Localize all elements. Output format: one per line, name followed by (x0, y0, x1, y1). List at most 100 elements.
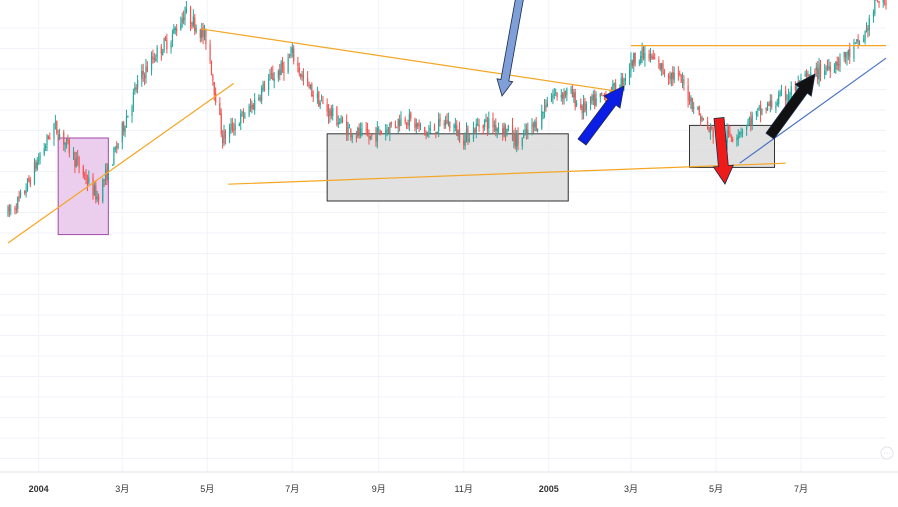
candle-up (497, 127, 498, 138)
candle-up (76, 152, 77, 168)
candle-down (678, 66, 679, 81)
candle-down (375, 127, 376, 147)
candle-up (541, 105, 542, 130)
candle-down (368, 129, 369, 144)
grid (0, 0, 886, 472)
candle-down (672, 66, 673, 86)
candle-down (495, 118, 496, 136)
candle-up (59, 129, 60, 140)
support-uptrend-2004[interactable] (8, 83, 234, 243)
candle-down (313, 90, 314, 102)
candle-down (885, 0, 886, 10)
black-up-arrow[interactable] (766, 74, 815, 139)
candle-up (20, 189, 21, 198)
candle-down (478, 119, 479, 132)
candle-down (515, 127, 516, 149)
candle-down (664, 69, 665, 77)
candle-up (339, 118, 340, 124)
candle-down (74, 152, 75, 173)
candle-up (825, 65, 826, 75)
candle-up (445, 116, 446, 129)
candle-down (817, 61, 818, 84)
candle-down (346, 114, 347, 141)
zone-consolidation-2005[interactable] (689, 125, 774, 167)
candle-up (332, 104, 333, 120)
candle-down (250, 98, 251, 112)
candle-up (377, 121, 378, 148)
candle-down (95, 181, 96, 204)
candle-down (689, 92, 690, 105)
candle-down (161, 44, 162, 61)
candle-up (775, 101, 776, 113)
candle-up (883, 0, 884, 8)
candle-down (388, 127, 389, 133)
candle-up (416, 119, 417, 134)
candle-up (586, 101, 587, 116)
candle-up (661, 63, 662, 76)
candle-up (427, 132, 428, 137)
candle-down (635, 52, 636, 66)
candle-down (24, 190, 25, 195)
x-tick-label: 5月 (709, 484, 723, 494)
candle-up (630, 52, 631, 77)
candle-down (279, 64, 280, 80)
zone-consolidation-2004[interactable] (327, 134, 568, 201)
candle-up (196, 24, 197, 33)
candle-down (211, 60, 212, 75)
candle-down (795, 81, 796, 92)
candle-down (435, 132, 436, 138)
candle-up (819, 58, 820, 86)
candle-up (566, 87, 567, 101)
candle-up (340, 115, 341, 124)
candle-down (147, 61, 148, 72)
candle-up (600, 93, 601, 102)
candle-up (593, 91, 594, 106)
candle-up (301, 71, 302, 81)
candle-down (877, 0, 878, 3)
candle-up (834, 63, 835, 73)
candle-down (410, 111, 411, 121)
candle-up (466, 122, 467, 142)
candle-up (310, 84, 311, 90)
candle-down (391, 121, 392, 127)
candle-down (845, 52, 846, 63)
candle-up (644, 45, 645, 66)
candle-up (839, 53, 840, 72)
candle-down (575, 89, 576, 111)
candle-up (242, 111, 243, 117)
candle-down (165, 36, 166, 41)
candle-down (327, 98, 328, 116)
candle-down (662, 60, 663, 75)
x-tick-label: 9月 (372, 484, 386, 494)
candle-up (749, 116, 750, 125)
candle-down (359, 123, 360, 138)
corner-widget[interactable]: ··· (881, 447, 893, 459)
candle-down (545, 99, 546, 111)
candle-up (292, 43, 293, 58)
x-tick-label: 7月 (285, 484, 299, 494)
candle-down (414, 118, 415, 132)
candle-down (405, 116, 406, 124)
candle-up (477, 118, 478, 126)
candle-up (251, 100, 252, 113)
candle-up (134, 82, 135, 95)
candle-up (863, 35, 864, 43)
candle-up (124, 126, 125, 138)
candle-up (746, 125, 747, 136)
candle-up (488, 112, 489, 135)
candle-down (152, 50, 153, 64)
candle-up (398, 119, 399, 134)
candle-up (17, 196, 18, 212)
candle-up (690, 95, 691, 109)
candle-down (85, 169, 86, 184)
candle-down (399, 115, 400, 132)
candle-down (580, 98, 581, 110)
candle-up (740, 127, 741, 137)
candle-up (561, 89, 562, 102)
candle-down (84, 171, 85, 180)
candle-down (732, 137, 733, 143)
blue-up-arrow[interactable] (578, 86, 624, 145)
zone-early-2004[interactable] (58, 138, 108, 235)
candle-up (428, 125, 429, 138)
candle-down (311, 82, 312, 97)
